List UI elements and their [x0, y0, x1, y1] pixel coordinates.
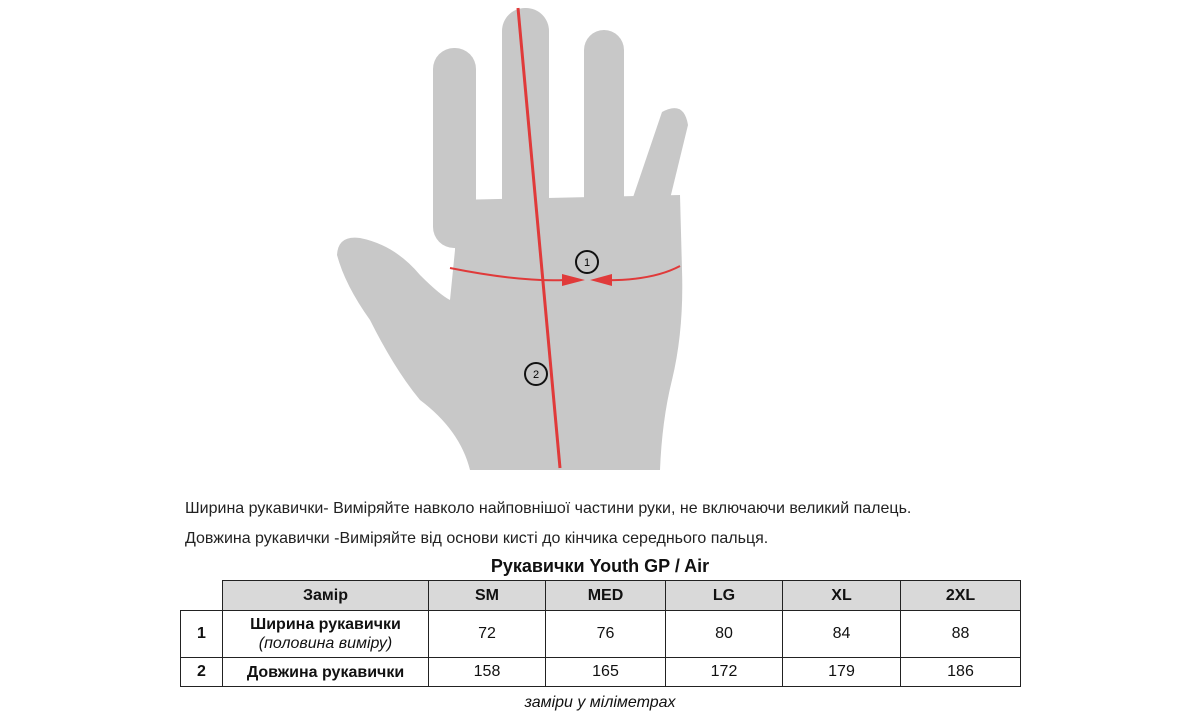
width-instruction: Ширина рукавички- Виміряйте навколо найп…	[185, 500, 912, 517]
table-row: 1 Ширина рукавички (половина виміру) 72 7…	[180, 610, 1021, 658]
cell-value: 172	[665, 657, 783, 687]
size-table: Замір SM MED LG XL 2XL 1 Ширина рукавичк…	[180, 580, 1021, 687]
row-number: 2	[180, 657, 223, 687]
cell-value: 72	[428, 610, 546, 658]
cell-value: 84	[782, 610, 901, 658]
row-sublabel: (половина виміру)	[258, 635, 393, 652]
hand-silhouette	[337, 8, 688, 470]
length-instruction: Довжина рукавички -Виміряйте від основи …	[185, 530, 769, 547]
hand-measurement-diagram: 1 2	[337, 7, 688, 470]
cell-value: 165	[545, 657, 666, 687]
header-xl: XL	[782, 580, 901, 611]
header-med: MED	[545, 580, 666, 611]
units-note: заміри у міліметрах	[524, 694, 676, 711]
marker-1: 1	[575, 250, 599, 274]
cell-value: 179	[782, 657, 901, 687]
cell-value: 158	[428, 657, 546, 687]
cell-value: 80	[665, 610, 783, 658]
row-label: Ширина рукавички (половина виміру)	[222, 610, 429, 658]
table-title: Рукавички Youth GP / Air	[490, 556, 710, 576]
header-2xl: 2XL	[900, 580, 1021, 611]
arrow-right-icon	[562, 274, 585, 286]
svg-text:1: 1	[584, 257, 590, 269]
header-sm: SM	[428, 580, 546, 611]
cell-value: 186	[900, 657, 1021, 687]
header-measure: Замір	[222, 580, 429, 611]
length-line	[516, 7, 562, 469]
cell-value: 88	[900, 610, 1021, 658]
table-header-row: Замір SM MED LG XL 2XL	[180, 580, 1021, 611]
table-row: 2 Довжина рукавички 158 165 172 179 186	[180, 657, 1021, 687]
svg-text:2: 2	[533, 369, 539, 381]
row-number: 1	[180, 610, 223, 658]
cell-value: 76	[545, 610, 666, 658]
blank-header	[180, 580, 223, 611]
header-lg: LG	[665, 580, 783, 611]
row-label-text: Ширина рукавички	[250, 616, 401, 633]
row-label: Довжина рукавички	[222, 657, 429, 687]
arrow-left-icon	[590, 274, 612, 286]
marker-2: 2	[524, 362, 548, 386]
